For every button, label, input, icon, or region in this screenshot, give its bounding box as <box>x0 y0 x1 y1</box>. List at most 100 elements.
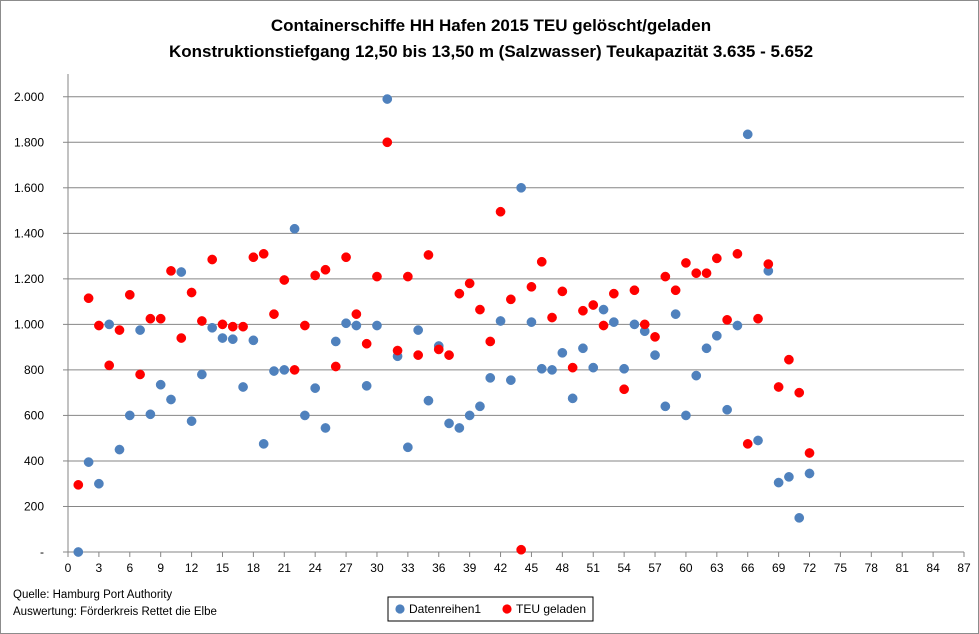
data-point <box>608 288 619 299</box>
data-point <box>701 343 712 354</box>
x-tick-label: 72 <box>803 561 817 575</box>
data-point <box>608 317 619 327</box>
x-tick-label: 45 <box>525 561 539 575</box>
data-point <box>145 313 156 324</box>
data-point <box>598 304 609 315</box>
data-point <box>547 312 557 323</box>
data-point <box>166 266 176 276</box>
x-tick-label: 84 <box>926 561 940 575</box>
data-point <box>155 313 166 324</box>
x-tick-label: 60 <box>679 561 693 575</box>
data-point <box>619 384 629 395</box>
chart-subtitle: Konstruktionstiefgang 12,50 bis 13,50 m … <box>169 42 813 61</box>
data-point <box>804 468 815 479</box>
data-point <box>83 457 94 467</box>
data-point <box>361 338 372 349</box>
x-tick-label: 0 <box>65 561 72 575</box>
data-point <box>269 366 279 376</box>
y-tick-label: 1.200 <box>14 272 44 286</box>
data-point <box>681 410 691 421</box>
data-point <box>516 544 526 555</box>
x-tick-label: 69 <box>772 561 786 575</box>
y-tick-label: 1.400 <box>14 226 44 240</box>
data-point <box>433 344 444 355</box>
data-point <box>217 319 228 330</box>
data-point <box>186 287 197 298</box>
data-point <box>94 320 104 331</box>
data-point <box>258 439 269 449</box>
x-tick-label: 42 <box>494 561 508 575</box>
x-tick-label: 75 <box>834 561 848 575</box>
data-points <box>73 94 815 557</box>
x-tick-label: 63 <box>710 561 724 575</box>
data-point <box>104 319 115 330</box>
data-point <box>176 333 187 343</box>
data-point <box>639 319 650 330</box>
data-point <box>207 322 218 333</box>
legend-label: TEU geladen <box>516 602 586 616</box>
data-point <box>742 129 753 140</box>
x-tick-label: 3 <box>96 561 103 575</box>
y-tick-label: - <box>40 545 44 559</box>
x-tick-label: 66 <box>741 561 755 575</box>
data-point <box>166 394 176 405</box>
data-point <box>464 278 475 289</box>
data-point <box>258 248 269 259</box>
data-point <box>670 309 681 319</box>
data-point <box>475 401 485 412</box>
data-point <box>629 319 640 330</box>
x-tick-label: 21 <box>278 561 292 575</box>
data-point <box>341 252 351 263</box>
data-point <box>135 369 145 380</box>
data-point <box>722 404 732 415</box>
x-tick-label: 12 <box>185 561 199 575</box>
data-point <box>423 395 434 406</box>
data-point <box>773 382 784 392</box>
data-point <box>557 286 568 297</box>
series-1 <box>73 94 815 557</box>
data-point <box>557 347 568 358</box>
x-tick-label: 48 <box>556 561 570 575</box>
data-point <box>372 320 382 331</box>
data-point <box>300 410 310 421</box>
data-point <box>495 206 506 217</box>
data-point <box>691 268 702 279</box>
data-point <box>238 321 248 332</box>
data-point <box>495 316 506 326</box>
data-point <box>186 416 197 426</box>
data-point <box>506 294 516 305</box>
data-point <box>310 270 321 281</box>
data-point <box>320 264 331 275</box>
data-point <box>197 369 207 380</box>
data-point <box>619 363 629 374</box>
x-tick-label: 54 <box>617 561 631 575</box>
data-point <box>135 325 145 335</box>
axes <box>63 74 965 557</box>
data-point <box>372 271 382 282</box>
data-point <box>485 373 496 383</box>
data-point <box>722 314 732 325</box>
data-point <box>403 271 413 282</box>
data-point <box>444 350 454 360</box>
x-tick-labels: 0 3 6 9 12 15 18 21 24 27 30 33 36 39 42 45 48 51 54 57 60 63… <box>65 561 971 575</box>
x-tick-label: 30 <box>370 561 384 575</box>
data-point <box>588 300 599 310</box>
series-2 <box>73 137 815 555</box>
data-point <box>279 365 290 375</box>
x-tick-label: 81 <box>896 561 910 575</box>
data-point <box>176 267 187 277</box>
data-point <box>691 370 702 381</box>
data-point <box>629 285 640 296</box>
data-point <box>650 332 660 342</box>
data-point <box>279 275 290 285</box>
data-point <box>660 401 671 412</box>
data-point <box>804 448 815 458</box>
x-tick-label: 36 <box>432 561 446 575</box>
data-point <box>516 182 526 193</box>
data-point <box>124 289 135 300</box>
data-point <box>763 259 774 269</box>
data-point <box>753 435 763 446</box>
data-point <box>114 444 125 455</box>
data-point <box>320 423 331 433</box>
x-tick-label: 15 <box>216 561 230 575</box>
